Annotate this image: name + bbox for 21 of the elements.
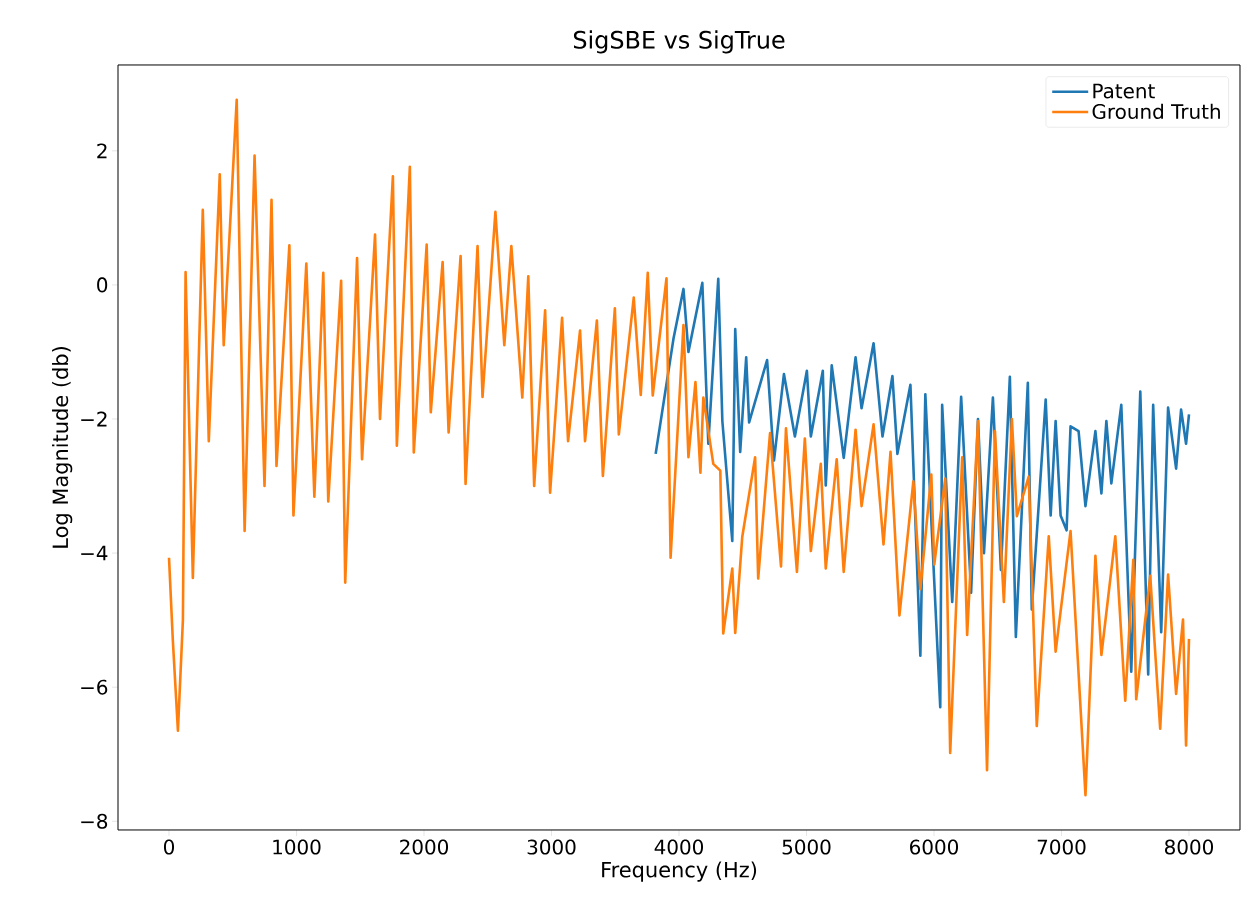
y-tick-label: −6	[81, 679, 108, 695]
y-axis-title: Log Magnitude (db)	[52, 347, 73, 548]
x-tick-label: 4000	[654, 839, 704, 855]
x-tick-label: 8000	[1165, 839, 1214, 855]
x-tick-label: 1000	[273, 839, 321, 855]
x-tick-label: 2000	[400, 839, 449, 855]
legend-label: Ground Truth	[1092, 103, 1220, 120]
line-series	[654, 277, 1191, 709]
x-tick-label: 3000	[527, 839, 576, 855]
y-tick-label: −2	[81, 411, 107, 427]
chart-title: SigSBE vs SigTrue	[573, 30, 785, 54]
y-tick-label: 0	[97, 277, 108, 293]
legend-label: Patent	[1093, 83, 1155, 99]
y-tick-label: −8	[81, 813, 108, 829]
x-tick-label: 6000	[910, 839, 959, 855]
x-tick-label: 5000	[782, 839, 831, 855]
y-tick-label: −4	[81, 545, 108, 561]
x-tick-label: 0	[163, 839, 175, 855]
y-tick-label: 2	[97, 143, 107, 159]
x-axis-title: Frequency (Hz)	[602, 861, 757, 882]
x-tick-label: 7000	[1037, 839, 1086, 855]
